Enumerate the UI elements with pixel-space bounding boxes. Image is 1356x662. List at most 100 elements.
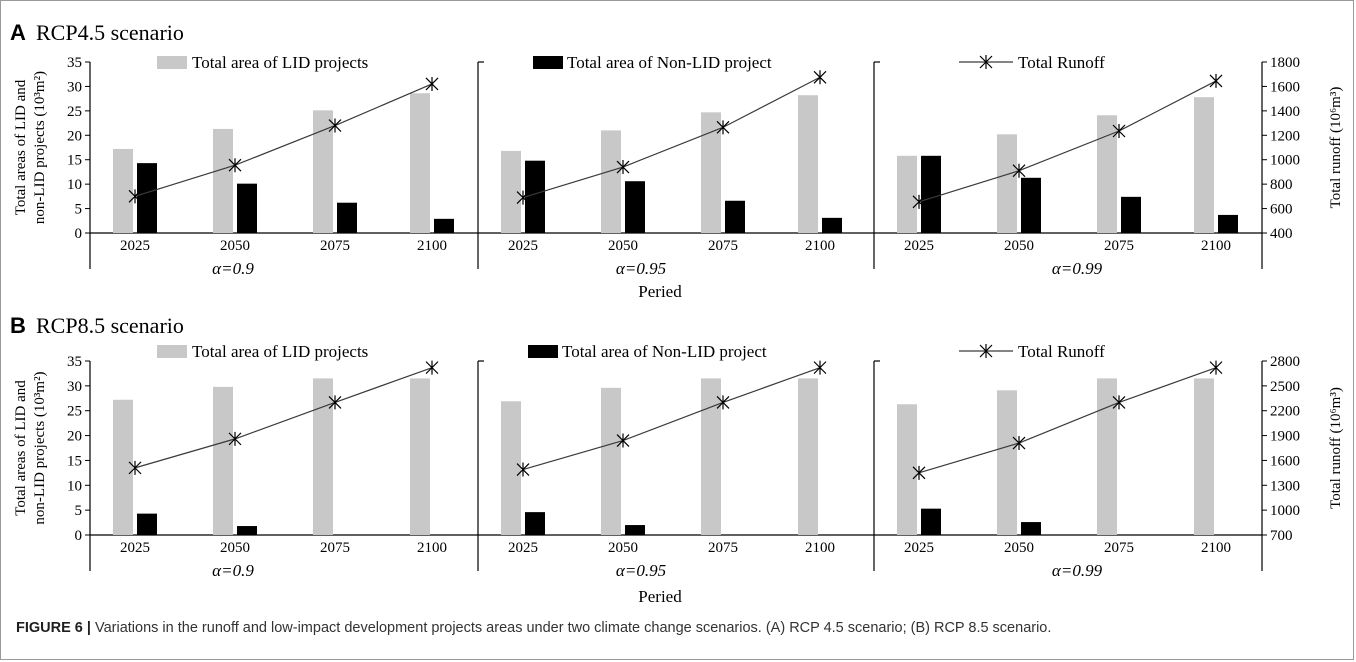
lid-bar: [113, 399, 133, 535]
left-y-tick-label: 0: [75, 528, 83, 544]
left-y-tick-label: 15: [67, 453, 82, 469]
lid-bar: [798, 378, 818, 535]
legend-swatch-runoff-marker: [979, 344, 993, 358]
alpha-group-label: α=0.99: [1052, 259, 1103, 278]
left-y-tick-label: 10: [67, 177, 82, 193]
nonlid-bar: [1021, 522, 1041, 535]
runoff-point: [1209, 73, 1223, 88]
left-y-axis-label-line1: Total areas of LID and: [13, 79, 29, 215]
legend-swatch-lid: [157, 345, 187, 358]
panel-letter: A: [10, 20, 26, 45]
legend-swatch-nonlid: [533, 56, 563, 69]
nonlid-bar: [1021, 177, 1041, 233]
nonlid-bar: [625, 181, 645, 233]
lid-bar: [213, 386, 233, 535]
lid-bar: [1097, 115, 1117, 233]
x-tick-label: 2100: [417, 238, 447, 254]
nonlid-bar: [1121, 196, 1141, 233]
right-y-tick-label: 800: [1270, 177, 1293, 193]
runoff-line: [918, 80, 1217, 203]
runoff-point: [328, 118, 342, 133]
right-y-tick-label: 700: [1270, 528, 1293, 544]
lid-bar: [601, 130, 621, 233]
lid-bar: [501, 150, 521, 233]
runoff-point: [228, 431, 242, 446]
x-tick-label: 2100: [417, 540, 447, 556]
runoff-line: [522, 367, 821, 471]
legend-swatch-nonlid: [528, 345, 558, 358]
left-y-axis-label-line1: Total areas of LID and: [13, 380, 29, 516]
nonlid-bar: [137, 163, 157, 233]
x-tick-label: 2025: [904, 540, 934, 556]
x-tick-label: 2050: [608, 238, 638, 254]
x-tick-label: 2100: [805, 238, 835, 254]
x-tick-label: 2075: [1104, 238, 1134, 254]
x-tick-label: 2025: [508, 238, 538, 254]
left-y-tick-label: 35: [67, 354, 82, 370]
runoff-point: [516, 190, 530, 205]
runoff-point: [912, 194, 926, 209]
x-tick-label: 2075: [320, 540, 350, 556]
left-y-tick-label: 10: [67, 478, 82, 494]
lid-bar: [313, 110, 333, 233]
legend-label: Total area of Non-LID project: [567, 53, 772, 72]
x-tick-label: 2025: [120, 540, 150, 556]
lid-bar: [997, 134, 1017, 233]
legend-label: Total area of LID projects: [192, 342, 368, 361]
legend-label: Total Runoff: [1018, 342, 1105, 361]
x-tick-label: 2075: [1104, 540, 1134, 556]
right-y-tick-label: 2800: [1270, 354, 1300, 370]
right-y-tick-label: 1800: [1270, 55, 1300, 71]
x-tick-label: 2075: [320, 238, 350, 254]
alpha-group-label: α=0.99: [1052, 561, 1103, 580]
x-tick-label: 2100: [1201, 540, 1231, 556]
runoff-point: [128, 189, 142, 204]
alpha-group-label: α=0.95: [616, 561, 666, 580]
caption-label: FIGURE 6 |: [16, 620, 91, 636]
caption-text: Variations in the runoff and low-impact …: [90, 620, 1052, 636]
right-y-tick-label: 1000: [1270, 503, 1300, 519]
lid-bar: [701, 112, 721, 233]
right-y-tick-label: 1600: [1270, 453, 1300, 469]
nonlid-bar: [137, 513, 157, 535]
lid-bar: [897, 155, 917, 233]
lid-bar: [1097, 378, 1117, 535]
legend-label: Total area of Non-LID project: [562, 342, 767, 361]
right-y-tick-label: 1400: [1270, 104, 1300, 120]
nonlid-bar: [725, 200, 745, 233]
lid-bar: [798, 95, 818, 233]
lid-bar: [1194, 378, 1214, 535]
runoff-line: [522, 76, 821, 199]
x-tick-label: 2025: [120, 238, 150, 254]
runoff-point: [328, 395, 342, 410]
legend-label: Total Runoff: [1018, 53, 1105, 72]
left-y-tick-label: 25: [67, 104, 82, 120]
runoff-point: [813, 70, 827, 85]
left-y-tick-label: 30: [67, 79, 82, 95]
nonlid-bar: [625, 525, 645, 535]
nonlid-bar: [434, 218, 454, 233]
legend-swatch-lid: [157, 56, 187, 69]
panel-letter: B: [10, 313, 26, 338]
right-y-tick-label: 400: [1270, 226, 1293, 242]
runoff-point: [1012, 163, 1026, 178]
right-y-tick-label: 600: [1270, 202, 1293, 218]
right-y-axis-label: Total runoff (10⁶m³): [1328, 87, 1344, 209]
x-tick-label: 2050: [1004, 238, 1034, 254]
left-y-tick-label: 0: [75, 226, 83, 242]
nonlid-bar: [525, 160, 545, 233]
runoff-point: [912, 465, 926, 480]
x-axis-label: Peried: [638, 282, 682, 301]
lid-bar: [997, 390, 1017, 535]
lid-bar: [601, 387, 621, 535]
panel-title: RCP4.5 scenario: [36, 20, 184, 45]
lid-bar: [897, 404, 917, 535]
nonlid-bar: [237, 183, 257, 233]
x-tick-label: 2050: [220, 540, 250, 556]
left-y-tick-label: 30: [67, 379, 82, 395]
legend-label: Total area of LID projects: [192, 53, 368, 72]
lid-bar: [410, 378, 430, 535]
nonlid-bar: [921, 155, 941, 233]
